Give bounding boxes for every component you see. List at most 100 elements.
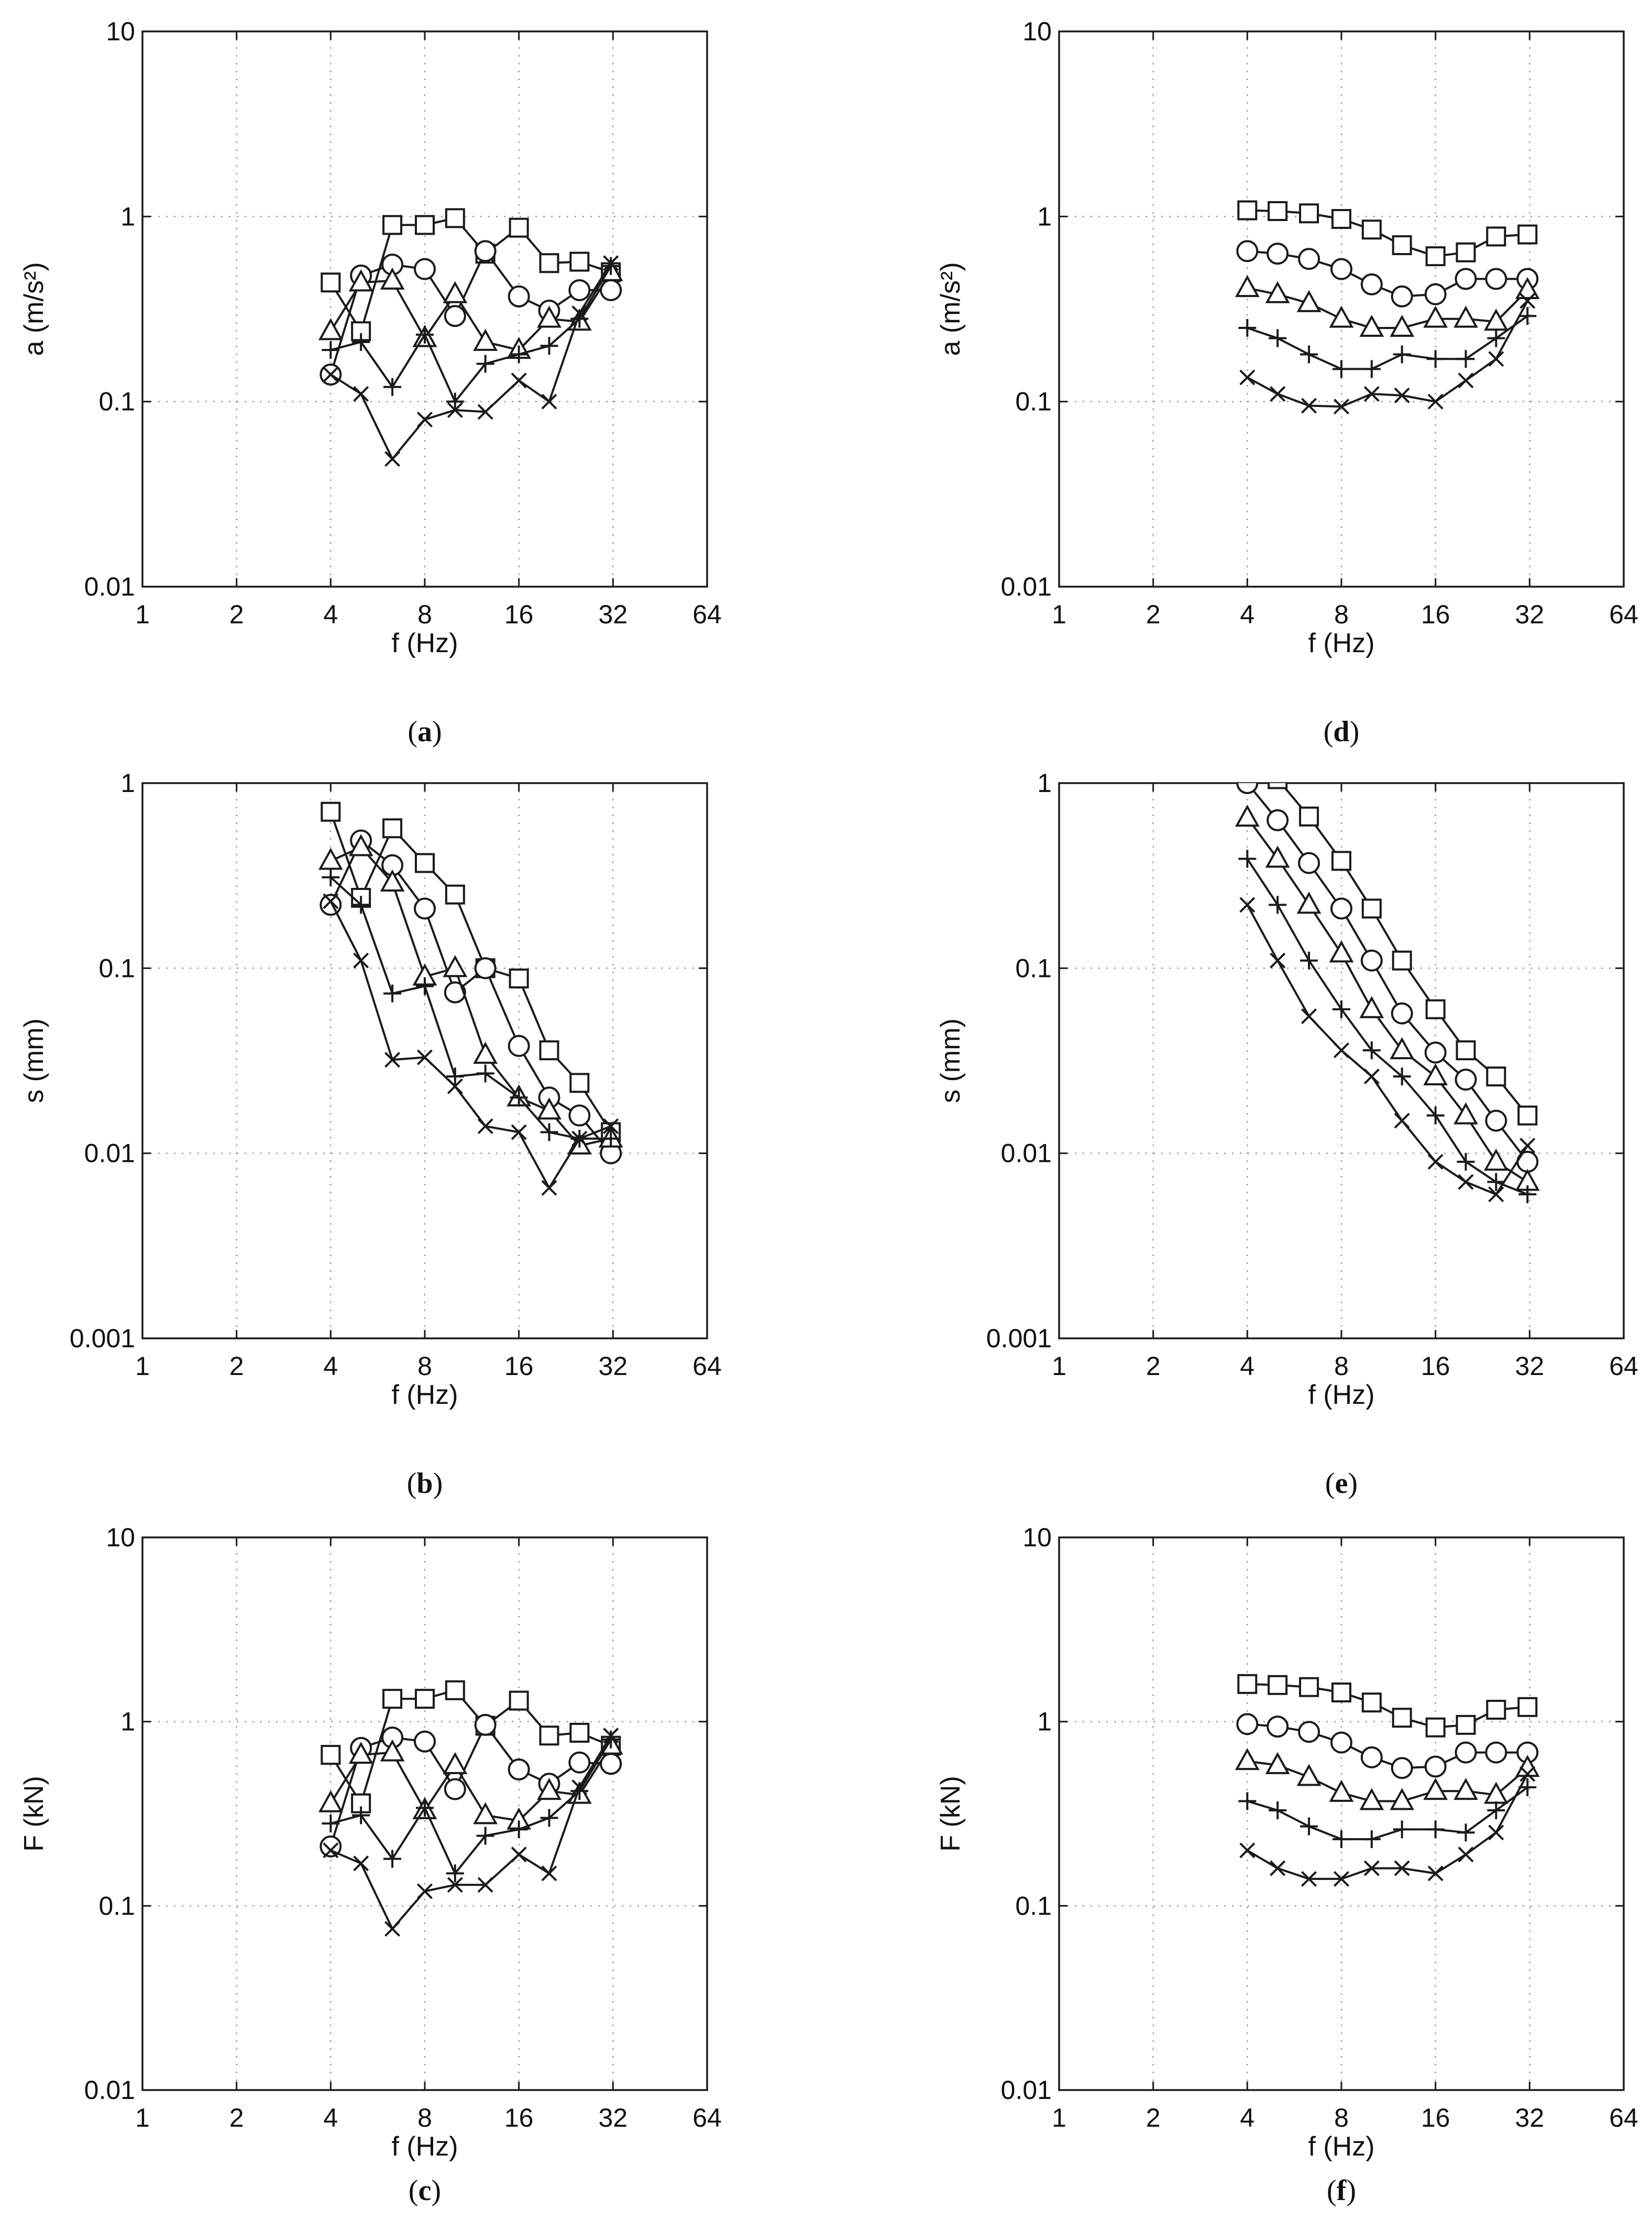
series-circle <box>1236 240 1539 307</box>
data-point-plus <box>1518 1778 1537 1797</box>
y-tick-label: 1 <box>120 768 135 798</box>
data-point-x <box>1394 1113 1410 1129</box>
data-point-plus <box>383 378 402 396</box>
data-point-plus <box>1238 319 1257 337</box>
data-point-x <box>447 402 463 418</box>
data-point-square <box>1361 898 1382 919</box>
series-line-square <box>1247 209 1528 258</box>
data-point-triangle <box>348 269 373 292</box>
data-point-plus <box>383 1850 402 1868</box>
data-point-plus <box>1300 951 1318 970</box>
data-point-plus <box>1426 350 1445 368</box>
series-x <box>323 893 619 1196</box>
data-point-circle <box>1360 273 1383 295</box>
data-point-plus <box>416 977 434 995</box>
series-line-circle <box>329 250 611 375</box>
data-point-plus <box>1300 1817 1318 1835</box>
data-point-circle <box>444 1778 466 1800</box>
x-tick-label: 1 <box>1052 2103 1066 2132</box>
data-point-circle <box>320 894 342 916</box>
data-point-triangle <box>1515 277 1540 299</box>
data-point-triangle <box>318 318 343 340</box>
panel-caption-e: (e) <box>1325 1467 1358 1500</box>
series-line-plus <box>329 876 611 1140</box>
data-point-triangle <box>537 1778 561 1800</box>
data-point-circle <box>1391 1002 1413 1025</box>
data-point-circle <box>1424 283 1447 305</box>
x-tick-label: 4 <box>1240 2103 1254 2132</box>
data-point-square <box>539 253 559 273</box>
x-tick-label: 8 <box>1334 2103 1349 2132</box>
data-point-x <box>571 305 588 322</box>
series-triangle <box>1235 804 1540 1191</box>
data-point-square <box>1517 224 1538 245</box>
data-point-x <box>1270 386 1286 402</box>
panel-caption-letter: c <box>418 2174 432 2207</box>
data-point-plus <box>540 337 558 355</box>
data-point-triangle <box>1329 940 1354 963</box>
data-point-x <box>477 1118 493 1135</box>
series-plus <box>1238 1778 1537 1849</box>
data-point-circle <box>1485 1741 1507 1764</box>
data-point-plus <box>476 1064 494 1083</box>
data-point-triangle <box>1483 1148 1508 1171</box>
series-line-x <box>1247 300 1529 408</box>
data-point-square <box>445 1680 465 1700</box>
data-point-x <box>511 1846 527 1863</box>
data-point-square <box>1299 806 1319 827</box>
x-tick-label: 2 <box>1146 1351 1161 1381</box>
data-point-plus <box>1393 345 1411 364</box>
series-square <box>1268 783 1538 1126</box>
data-point-x <box>1427 393 1444 410</box>
data-point-square <box>539 1725 559 1746</box>
data-point-triangle <box>443 1752 468 1774</box>
data-point-x <box>1301 1008 1317 1025</box>
data-point-plus <box>446 1068 464 1086</box>
data-point-plus <box>1300 345 1318 364</box>
data-point-x <box>1488 1824 1504 1841</box>
panel-caption-letter: b <box>416 1467 433 1500</box>
data-point-square <box>1456 1040 1476 1061</box>
data-point-x <box>1427 1865 1444 1882</box>
x-tick-label: 16 <box>1421 600 1450 629</box>
data-point-square <box>415 853 435 873</box>
series-line-square <box>1247 1683 1528 1729</box>
data-point-x <box>1333 1042 1350 1059</box>
data-point-triangle <box>1296 892 1321 914</box>
x-tick-label: 2 <box>229 1351 244 1381</box>
data-point-circle <box>1360 949 1383 972</box>
data-point-x <box>447 1078 463 1094</box>
data-point-triangle <box>473 1041 498 1064</box>
data-point-square <box>445 208 465 228</box>
series-line-x <box>1246 904 1528 1196</box>
y-tick-label: 0.01 <box>84 2075 135 2105</box>
data-point-plus <box>570 1782 589 1800</box>
data-point-plus <box>1393 1068 1411 1086</box>
data-point-square <box>569 1722 590 1743</box>
data-point-triangle <box>537 305 561 328</box>
data-point-square <box>1331 851 1351 871</box>
data-point-circle <box>1266 1716 1289 1738</box>
data-point-circle <box>1298 1721 1320 1743</box>
data-point-square <box>1486 226 1506 247</box>
data-point-x <box>416 411 433 427</box>
series-line-triangle <box>329 1745 612 1822</box>
x-axis-label: f (Hz) <box>391 1380 458 1410</box>
data-point-plus <box>1332 1000 1350 1018</box>
data-point-triangle <box>443 955 468 977</box>
panel-caption-letter: e <box>1335 1467 1348 1500</box>
series-line-plus <box>330 1739 612 1875</box>
y-tick-label: 1 <box>120 1707 135 1736</box>
chart-panel-d: 1 2 4 8 16 32 64 0.01 0.1 1 10 f (Hz) a (m/s²) <box>935 17 1638 658</box>
data-point-square <box>1361 1692 1382 1713</box>
data-point-plus <box>446 1864 464 1883</box>
data-point-square <box>509 1690 529 1711</box>
series-circle <box>1236 783 1539 1173</box>
x-tick-label: 4 <box>1240 600 1254 629</box>
x-tick-label: 8 <box>417 1351 432 1381</box>
data-point-x <box>1394 387 1410 403</box>
data-point-plus <box>1238 1792 1257 1810</box>
data-point-triangle <box>1453 305 1478 328</box>
data-point-square <box>382 215 403 235</box>
data-point-circle <box>508 285 530 307</box>
